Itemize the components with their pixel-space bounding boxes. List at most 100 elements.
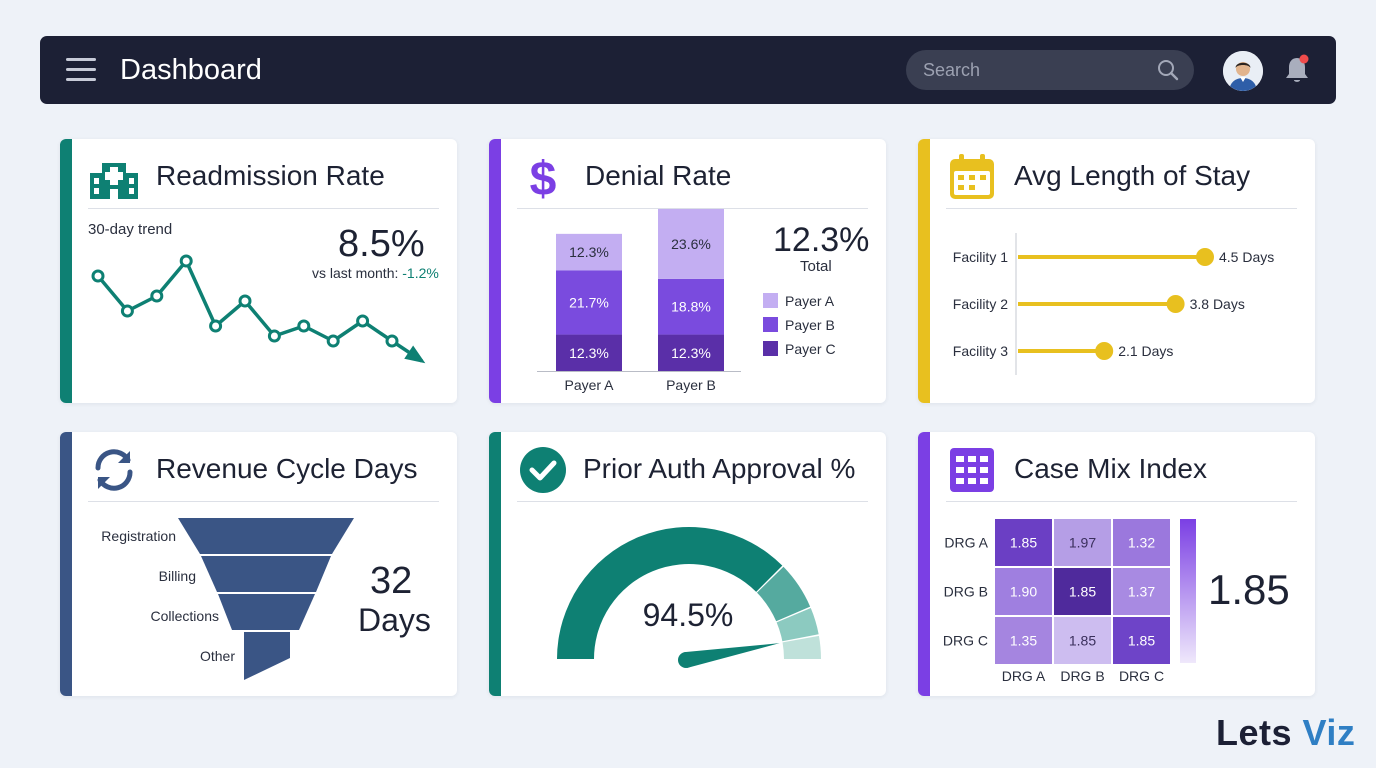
card-accent	[918, 432, 930, 696]
divider	[946, 501, 1297, 502]
legend-label: Payer A	[785, 293, 835, 309]
divider	[517, 208, 868, 209]
hospital-icon	[90, 163, 138, 199]
heatmap-cell-label: 1.32	[1128, 535, 1155, 551]
heatmap-cell	[1054, 519, 1111, 566]
user-avatar[interactable]	[1223, 51, 1263, 91]
x-tick-label: Payer B	[666, 377, 716, 393]
readmission-rate-card[interactable]: Readmission Rate 30-day trend 8.5% vs la…	[60, 139, 457, 403]
logo-text: Lets	[1216, 712, 1303, 753]
bar-segment-label: 12.3%	[569, 244, 609, 260]
denial-total-label: Total	[800, 258, 832, 275]
revenue-cycle-days-card[interactable]: Revenue Cycle Days Registration Billing Co…	[60, 432, 457, 696]
facility-label: Facility 2	[953, 296, 1008, 312]
comparison-label: vs last month:	[312, 265, 399, 281]
funnel-stage-label: Billing	[159, 568, 196, 584]
calendar-icon	[950, 154, 994, 199]
readmission-trend-chart	[91, 254, 426, 364]
heatmap-cell-label: 1.37	[1128, 584, 1155, 600]
trend-line	[96, 259, 423, 363]
card-title: Denial Rate	[585, 160, 732, 191]
trend-point	[179, 254, 193, 268]
letsviz-logo: Lets Viz	[1216, 712, 1355, 754]
denial-stacked-bar-chart: 12.3% 21.7% 12.3% Payer A 12.3% 18.8% 23.6% Pay…	[537, 208, 836, 393]
grid-icon	[950, 448, 994, 492]
card-accent	[489, 139, 501, 403]
svg-text:$: $	[530, 153, 557, 203]
gauge-value-label: 94.5%	[643, 597, 734, 633]
stacked-bar-segment	[556, 334, 622, 371]
trend-point	[326, 334, 340, 348]
hamburger-menu-icon[interactable]	[66, 58, 96, 82]
card-title: Avg Length of Stay	[1014, 160, 1251, 191]
lollipop-dot	[1196, 248, 1214, 266]
legend-label: Payer B	[785, 317, 835, 333]
stacked-bar-segment	[658, 334, 724, 371]
denial-rate-card[interactable]: $ Denial Rate 12.3% 21.7% 12.3% Payer A 12.3…	[489, 139, 886, 403]
case-mix-value: 1.85	[1208, 566, 1290, 613]
heatmap-cell-label: 1.85	[1128, 633, 1155, 649]
heatmap-cell	[1054, 568, 1111, 615]
card-title: Readmission Rate	[156, 160, 385, 191]
divider	[946, 208, 1297, 209]
gauge-band	[756, 566, 811, 622]
search-input[interactable]	[906, 50, 1194, 90]
column-label: DRG B	[1060, 668, 1104, 684]
value-label: 4.5 Days	[1219, 249, 1274, 265]
stacked-bar-segment	[556, 233, 622, 271]
legend-swatch	[763, 293, 778, 308]
bar-segment-label: 12.3%	[569, 345, 609, 361]
funnel-stage-label: Collections	[151, 608, 219, 624]
row-label: DRG B	[944, 584, 988, 600]
color-scale-bar	[1180, 519, 1196, 663]
facility-label: Facility 1	[953, 249, 1008, 265]
dollar-sign-icon: $	[530, 153, 557, 203]
heatmap-cell-label: 1.97	[1069, 535, 1096, 551]
value-label: 2.1 Days	[1118, 343, 1173, 359]
column-label: DRG C	[1119, 668, 1164, 684]
gauge-band	[776, 608, 819, 642]
heatmap-cell	[1113, 617, 1170, 664]
revenue-days-unit: Days	[358, 602, 431, 638]
trend-point	[120, 304, 134, 318]
logo-text-accent: Viz	[1302, 712, 1356, 753]
heatmap-cell	[995, 519, 1052, 566]
comparison-text: vs last month: -1.2%	[312, 265, 439, 281]
gauge-band	[557, 527, 783, 659]
trend-point	[385, 334, 399, 348]
heatmap-cell-label: 1.85	[1010, 535, 1037, 551]
avg-length-of-stay-card[interactable]: Avg Length of Stay Facility 1 4.5 Days Fac…	[918, 139, 1315, 403]
case-mix-index-card[interactable]: Case Mix Index DRG A 1.85 1.97 1.32 DRG B 1.9…	[918, 432, 1315, 696]
prior-auth-approval-card[interactable]: Prior Auth Approval % 94.5%	[489, 432, 886, 696]
legend-label: Payer C	[785, 341, 836, 357]
column-label: DRG A	[1002, 668, 1046, 684]
row-label: DRG C	[943, 633, 988, 649]
card-accent	[60, 139, 72, 403]
bell-icon[interactable]	[1283, 54, 1311, 86]
heatmap-cell-label: 1.85	[1069, 633, 1096, 649]
card-title: Case Mix Index	[1014, 453, 1207, 484]
trend-arrowhead	[404, 345, 426, 364]
funnel-stage	[178, 518, 354, 554]
x-tick-label: Payer A	[564, 377, 614, 393]
readmission-value: 8.5%	[338, 223, 425, 265]
trend-label: 30-day trend	[88, 221, 173, 238]
card-accent	[60, 432, 72, 696]
trend-point	[238, 294, 252, 308]
page-title: Dashboard	[120, 54, 262, 86]
stacked-bar-segment	[658, 208, 724, 279]
card-accent	[489, 432, 501, 696]
bar-segment-label: 18.8%	[671, 299, 711, 315]
trend-point	[267, 329, 281, 343]
heatmap-cell	[1054, 617, 1111, 664]
revenue-days-value: 32	[370, 560, 413, 602]
divider	[88, 501, 439, 502]
search-icon[interactable]	[1156, 58, 1180, 82]
gauge-needle	[684, 643, 780, 668]
check-circle-icon	[520, 447, 566, 493]
legend-swatch	[763, 341, 778, 356]
lollipop-dot	[1166, 295, 1185, 313]
row-label: DRG A	[944, 535, 988, 551]
trend-point	[356, 314, 370, 328]
funnel-stage	[218, 594, 315, 630]
